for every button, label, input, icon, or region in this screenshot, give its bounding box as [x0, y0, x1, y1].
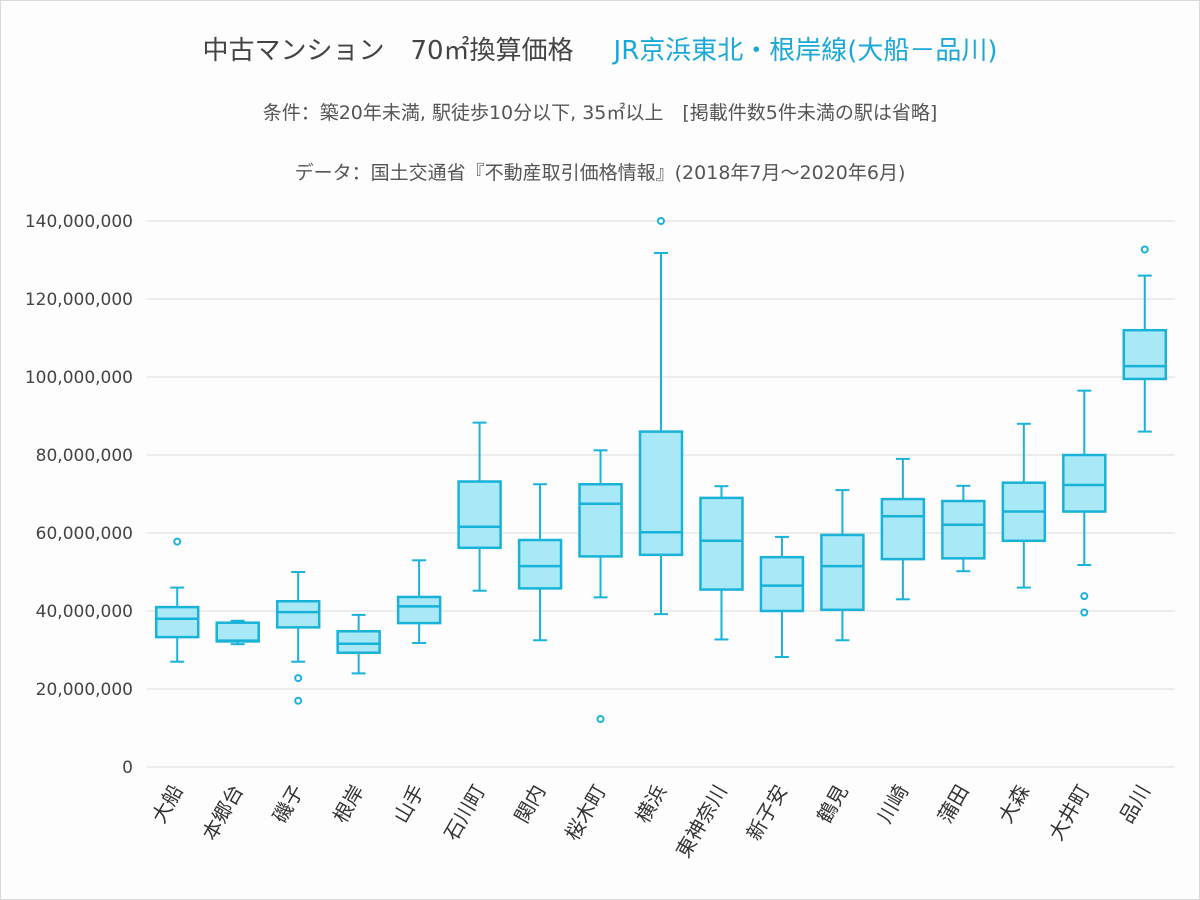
iqr-box	[215, 621, 260, 643]
y-axis-ticks: 0 20,000,000 40,000,000 60,000,000 80,000,00…	[25, 212, 133, 778]
iqr-box	[941, 499, 986, 560]
x-tick-label: 東神奈川	[671, 781, 732, 862]
x-tick-label: 磯子	[268, 781, 309, 828]
box-series	[154, 217, 1168, 724]
iqr-box	[396, 595, 442, 625]
x-tick-label: 川崎	[872, 781, 913, 828]
outlier-point	[1080, 592, 1089, 601]
box-1	[154, 537, 200, 663]
y-tick-label: 0	[122, 758, 133, 778]
box-6	[457, 421, 502, 592]
outlier-point	[596, 715, 605, 724]
outlier-point	[1080, 608, 1089, 617]
chart-title: 中古マンション 70㎡換算価格 JR京浜東北・根岸線(大船－品川)	[0, 30, 1200, 67]
y-tick-label: 100,000,000	[25, 368, 133, 388]
y-tick-label: 60,000,000	[36, 524, 133, 544]
box-3	[275, 571, 321, 705]
box-7	[517, 483, 563, 642]
x-tick-label: 桜木町	[560, 781, 611, 845]
box-4	[336, 613, 381, 675]
outlier-point	[173, 537, 182, 546]
box-10	[699, 485, 744, 641]
x-axis-ticks: 大船 本郷台 磯子 根岸 山手 石川町 関内 桜木町 横浜 東神奈川 新子安 鶴見 川崎 蒲田 大森 大井町品…	[147, 781, 1155, 862]
box-17	[1122, 245, 1168, 433]
y-tick-label: 20,000,000	[36, 680, 133, 700]
iqr-box	[638, 430, 684, 557]
x-tick-label: 大森	[993, 781, 1034, 828]
iqr-box	[1062, 453, 1107, 513]
box-16	[1062, 389, 1107, 617]
x-tick-label: 新子安	[741, 781, 792, 845]
outlier-point	[294, 696, 303, 705]
y-tick-label: 80,000,000	[36, 446, 133, 466]
x-tick-label: 根岸	[328, 781, 369, 828]
chart-source: データ：国土交通省『不動産取引価格情報』(2018年7月～2020年6月)	[294, 162, 906, 184]
box-9	[638, 217, 684, 616]
iqr-box	[1122, 328, 1168, 381]
x-tick-label: 関内	[510, 781, 551, 828]
chart-title-main: 中古マンション 70㎡換算価格	[202, 36, 574, 66]
box-13	[880, 457, 926, 601]
x-tick-label: 石川町	[439, 781, 490, 845]
chart-title-line: JR京浜東北・根岸線(大船－品川)	[613, 36, 998, 66]
box-8	[578, 449, 623, 724]
x-tick-label: 品川	[1114, 781, 1155, 828]
iqr-box	[457, 480, 502, 550]
x-tick-label: 蒲田	[933, 781, 974, 828]
iqr-box	[517, 538, 563, 590]
box-14	[941, 484, 986, 573]
x-tick-label: 本郷台	[197, 781, 248, 845]
box-2	[215, 619, 260, 646]
x-tick-label: 大井町	[1044, 781, 1095, 845]
outlier-point	[294, 674, 303, 683]
x-tick-label: 鶴見	[812, 781, 853, 828]
y-tick-label: 140,000,000	[25, 212, 133, 232]
iqr-box	[820, 533, 865, 612]
y-tick-label: 40,000,000	[36, 602, 133, 622]
iqr-box	[880, 497, 926, 561]
x-tick-label: 山手	[389, 781, 430, 828]
iqr-box	[699, 496, 744, 591]
iqr-box	[275, 600, 321, 629]
outlier-point	[1140, 245, 1149, 254]
box-12	[820, 489, 865, 642]
y-tick-label: 120,000,000	[25, 290, 133, 310]
box-5	[396, 559, 442, 644]
iqr-box	[759, 555, 805, 613]
iqr-box	[154, 605, 200, 639]
outlier-point	[657, 217, 665, 225]
iqr-box	[578, 483, 623, 558]
chart-subtitle: 条件：築20年未満, 駅徒歩10分以下, 35㎡以上 [掲載件数5件未満の駅は省…	[262, 102, 938, 124]
box-11	[759, 535, 805, 659]
x-tick-label: 大船	[147, 781, 188, 828]
iqr-box	[336, 630, 381, 654]
box-15	[1001, 422, 1047, 589]
x-tick-label: 横浜	[631, 781, 672, 828]
